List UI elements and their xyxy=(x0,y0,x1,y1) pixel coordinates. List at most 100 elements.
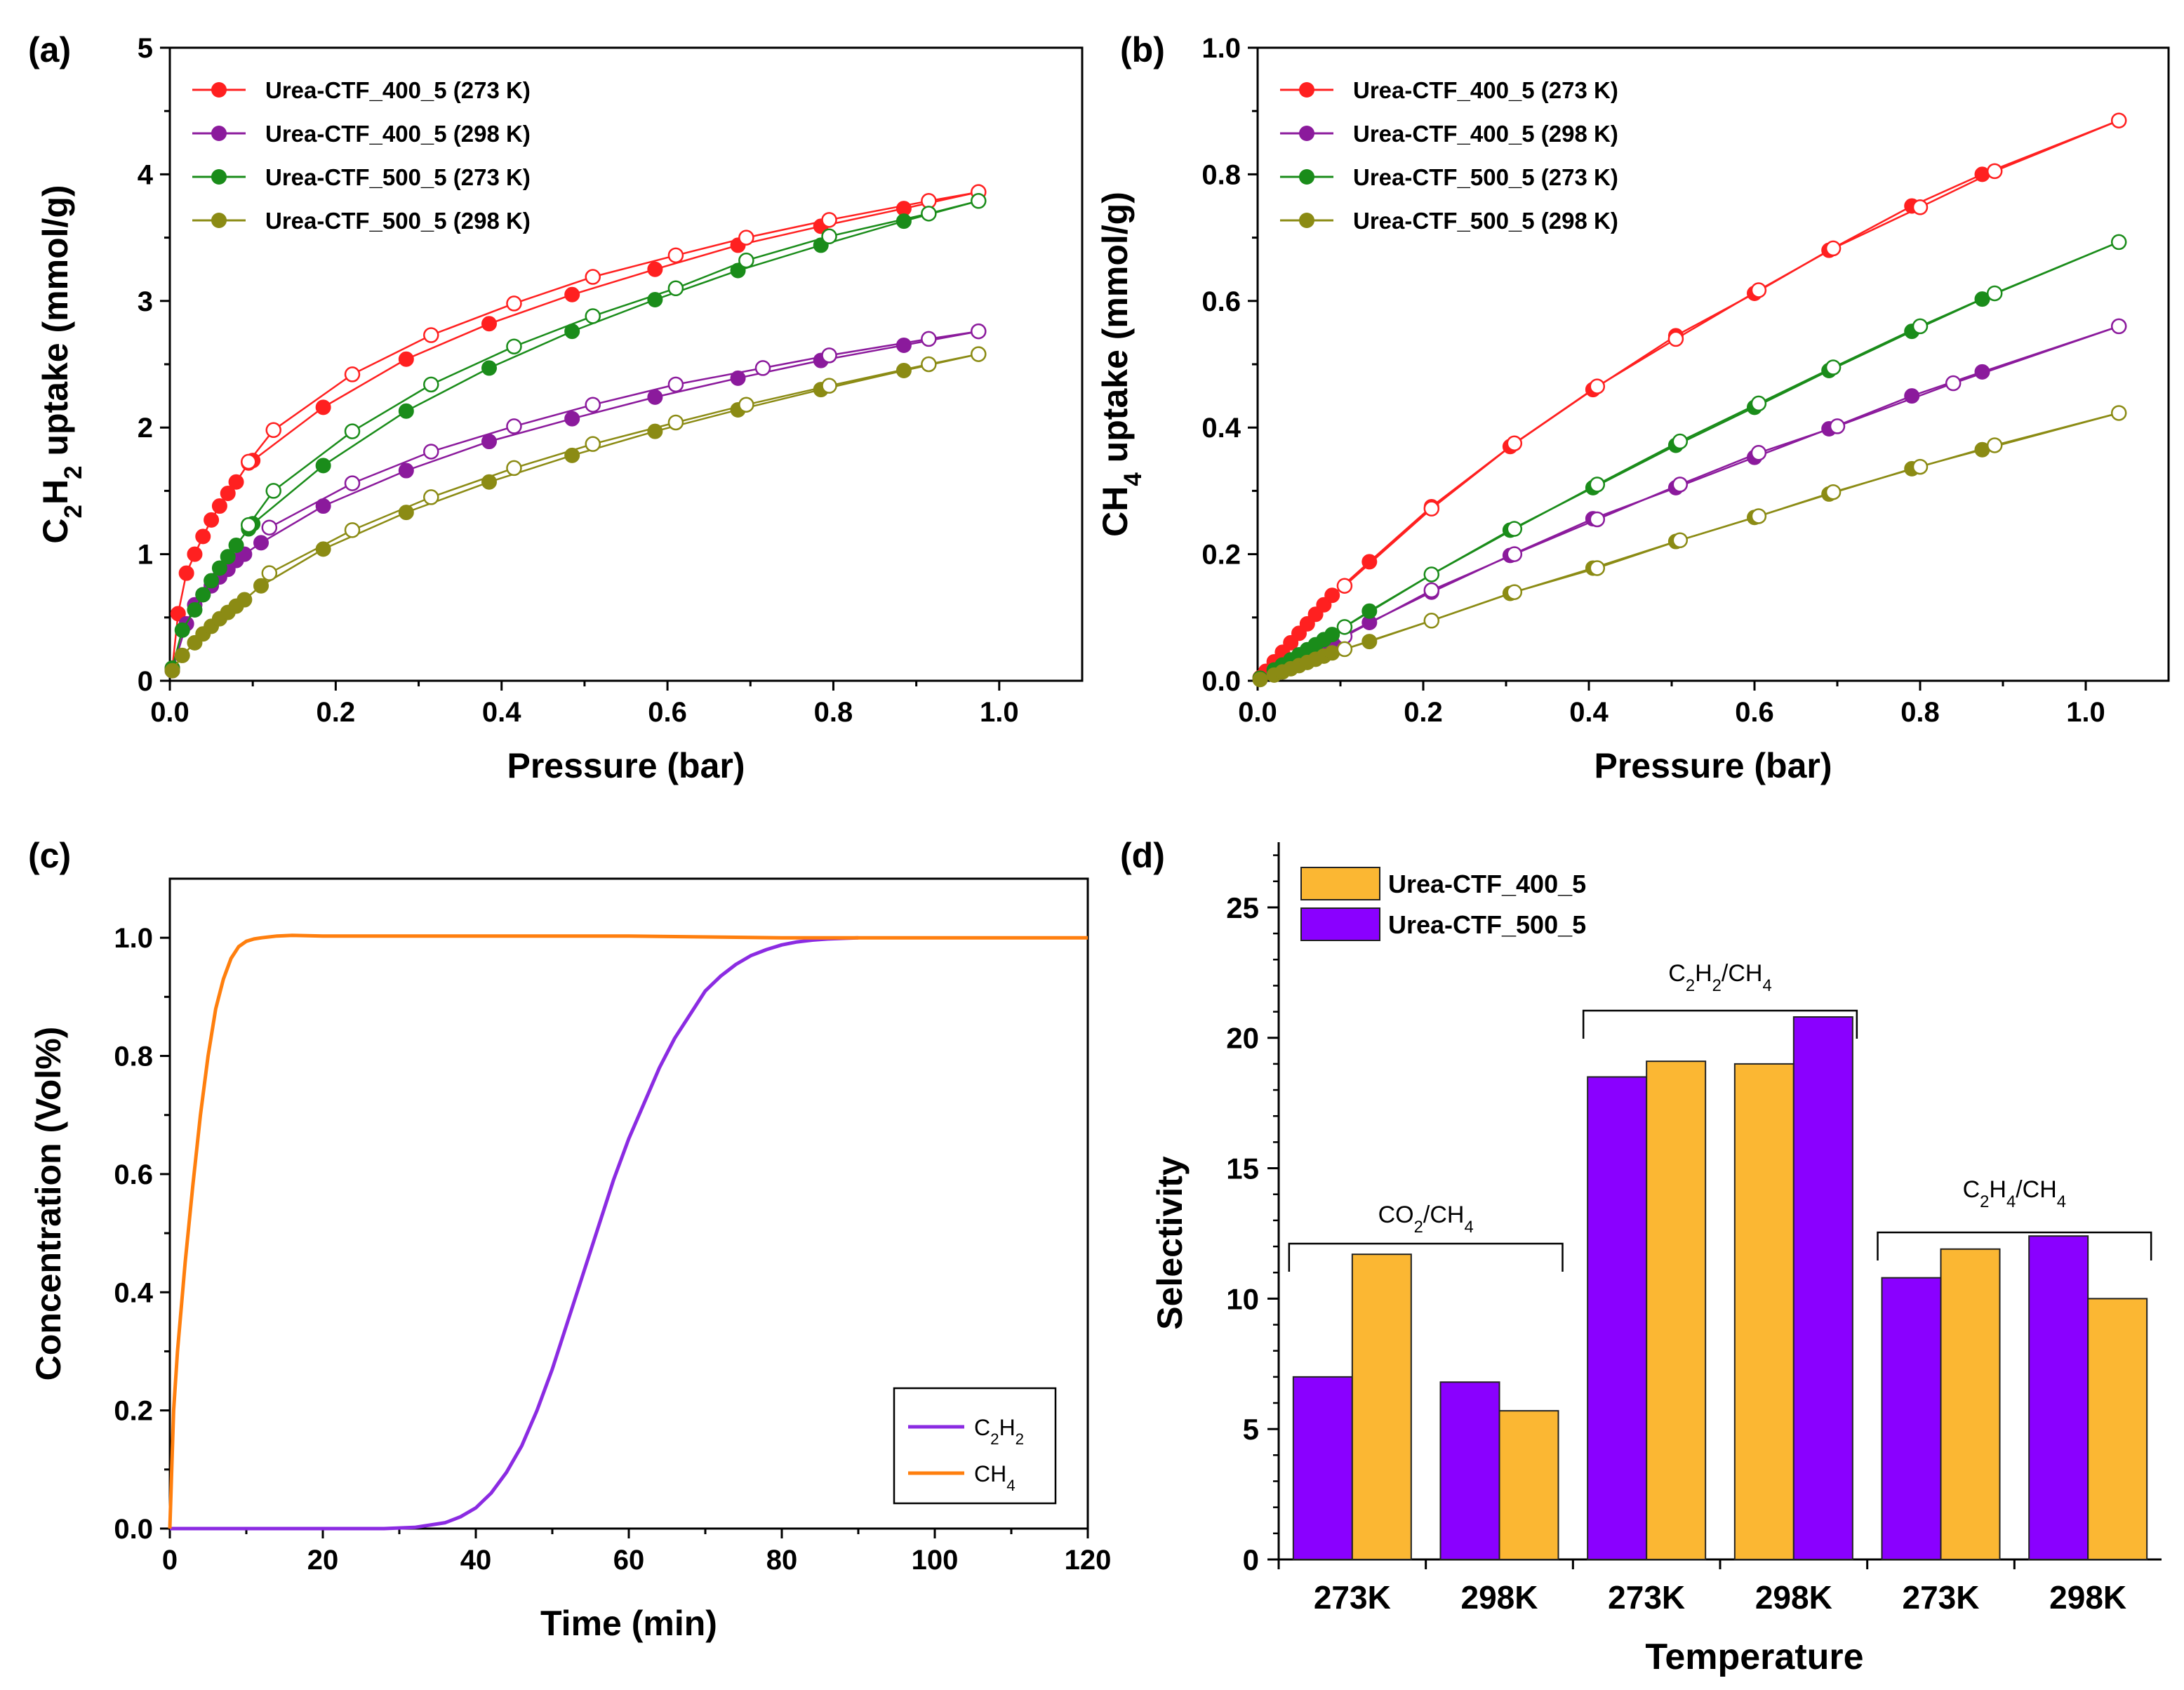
desorption-point xyxy=(1825,359,1842,375)
desorption-point xyxy=(2110,112,2127,128)
desorption-point xyxy=(1589,511,1606,528)
x-tick-label: 100 xyxy=(912,1545,959,1576)
y-tick-label: 0.6 xyxy=(114,1159,153,1190)
x-tick-label: 298K xyxy=(1755,1579,1832,1616)
x-tick-label: 0.4 xyxy=(482,697,521,728)
desorption-point xyxy=(261,519,278,535)
text-part: H xyxy=(36,479,75,505)
desorption-point xyxy=(1672,532,1689,549)
selectivity-bar xyxy=(1587,1076,1648,1561)
selectivity-bar xyxy=(1881,1277,1942,1560)
desorption-point xyxy=(1825,240,1842,257)
desorption-point xyxy=(2110,234,2127,251)
x-tick-label: 60 xyxy=(613,1545,645,1576)
legend-label: Urea-CTF_500_5 (273 K) xyxy=(265,164,531,190)
panel-d: (d) 0 5 10 15 20 25 Selectivity Temperature 273K 2… xyxy=(1120,836,2162,1677)
desorption-point xyxy=(1672,477,1689,493)
x-tick-label: 0.0 xyxy=(150,697,189,728)
selectivity-bar xyxy=(1351,1253,1412,1560)
legend-marker xyxy=(211,126,227,141)
group-label: C2H2/CH4 xyxy=(1668,960,1771,995)
x-axis-label: Pressure (bar) xyxy=(1594,746,1832,785)
desorption-point xyxy=(344,366,361,382)
y-tick-label: 1.0 xyxy=(114,923,153,954)
selectivity-bar xyxy=(1498,1410,1559,1560)
desorption-point xyxy=(506,418,522,434)
x-tick-label: 273K xyxy=(1608,1579,1685,1616)
legend-label: Urea-CTF_500_5 (273 K) xyxy=(1353,164,1618,190)
adsorption-point xyxy=(178,565,194,581)
y-tick-label: 0.0 xyxy=(114,1514,153,1545)
selectivity-bar xyxy=(1733,1063,1795,1560)
desorption-point xyxy=(506,338,522,354)
legend-marker xyxy=(1299,169,1314,185)
desorption-point xyxy=(241,453,257,470)
legend-label: Urea-CTF_500_5 xyxy=(1388,910,1586,939)
legend-marker xyxy=(1299,82,1314,98)
y-tick-label: 0.8 xyxy=(114,1042,153,1072)
x-axis-label: Pressure (bar) xyxy=(507,746,745,785)
text-part: CO xyxy=(1378,1202,1414,1228)
desorption-point xyxy=(971,323,987,340)
desorption-point xyxy=(1825,484,1842,500)
breakthrough-line xyxy=(170,936,859,1531)
legend-label: C2H2 xyxy=(974,1415,1024,1448)
desorption-point xyxy=(1986,163,2003,180)
desorption-line xyxy=(1344,412,2119,651)
group-label: CO2/CH4 xyxy=(1378,1202,1474,1237)
desorption-point xyxy=(1672,433,1689,450)
group-bracket xyxy=(1877,1231,2152,1260)
legend-label: Urea-CTF_500_5 (298 K) xyxy=(265,208,531,234)
desorption-point xyxy=(821,378,837,394)
adsorption-point xyxy=(1904,388,1920,404)
y-tick-label: 2 xyxy=(138,413,153,444)
adsorption-point xyxy=(647,423,663,439)
desorption-line xyxy=(1344,119,2119,587)
panel-b: (b) 0.0 0.2 0.4 0.6 0.8 1.0 0.0 0.2 0.4 0.6 0.8 1.0 P… xyxy=(1096,30,2170,785)
adsorption-point xyxy=(187,546,203,562)
legend-marker xyxy=(1299,126,1314,141)
adsorption-point xyxy=(895,337,912,353)
text-part: H xyxy=(1989,1176,2006,1203)
desorption-point xyxy=(2110,405,2127,421)
desorption-point xyxy=(2110,318,2127,335)
desorption-point xyxy=(241,517,257,533)
group-bracket xyxy=(1582,1009,1858,1039)
text-part: C xyxy=(1668,960,1686,987)
legend-marker xyxy=(211,213,227,228)
text-part: 2 xyxy=(1414,1218,1423,1237)
x-tick-label: 0.6 xyxy=(1735,697,1774,728)
desorption-point xyxy=(344,522,361,538)
y-axis-label: Concentration (Vol%) xyxy=(29,1027,68,1381)
text-part: 4 xyxy=(1762,976,1771,995)
adsorption-point xyxy=(481,316,497,332)
panel-label: (d) xyxy=(1120,836,1165,875)
x-tick-label: 40 xyxy=(460,1545,492,1576)
selectivity-bar xyxy=(1792,1016,1853,1560)
text-part: C xyxy=(974,1415,990,1440)
adsorption-point xyxy=(1324,627,1340,643)
selectivity-bar xyxy=(2028,1235,2089,1560)
text-part: CH xyxy=(1096,486,1135,537)
legend-label: CH4 xyxy=(974,1461,1016,1494)
adsorption-point xyxy=(164,663,180,679)
desorption-point xyxy=(738,229,754,246)
panel-label: (a) xyxy=(28,30,71,69)
adsorption-point xyxy=(1361,603,1378,619)
x-tick-label: 0.4 xyxy=(1569,697,1609,728)
desorption-point xyxy=(265,483,281,499)
adsorption-point xyxy=(1324,587,1340,604)
legend-swatch xyxy=(1300,907,1380,941)
y-axis-label-group: CH4 uptake (mmol/g) xyxy=(1096,192,1147,537)
y-tick-label: 1.0 xyxy=(1201,33,1241,64)
desorption-point xyxy=(265,422,281,439)
y-axis-label-group: Selectivity xyxy=(1150,1156,1190,1330)
selectivity-bar xyxy=(1940,1248,2001,1560)
adsorption-point xyxy=(895,363,912,379)
adsorption-point xyxy=(481,360,497,376)
x-tick-label: 120 xyxy=(1065,1545,1112,1576)
adsorption-point xyxy=(174,622,190,638)
desorption-point xyxy=(1336,641,1353,658)
y-tick-label: 5 xyxy=(138,33,153,64)
text-part: 2 xyxy=(1712,976,1722,995)
